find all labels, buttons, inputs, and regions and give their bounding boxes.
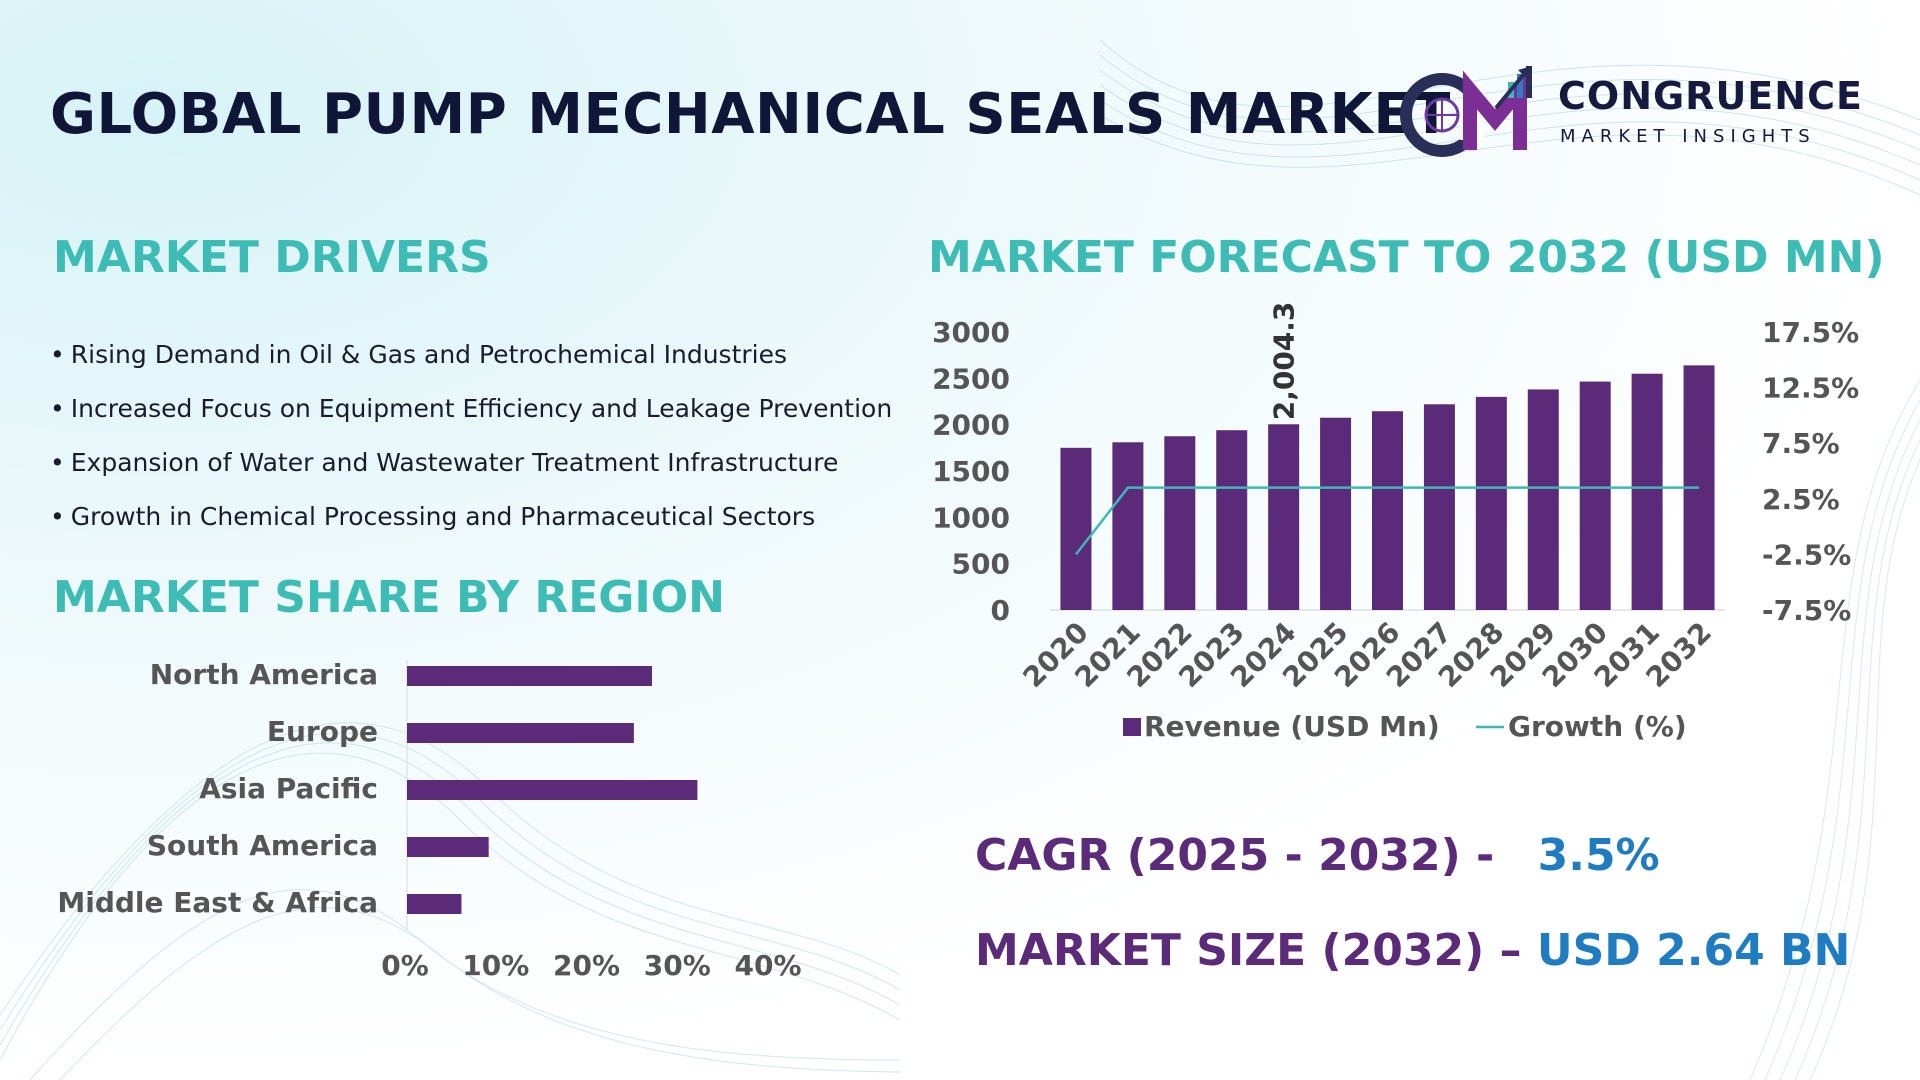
company-logo: CONGRUENCE MARKET INSIGHTS [1400, 60, 1870, 160]
region-bar [407, 780, 698, 800]
revenue-bar [1112, 442, 1144, 610]
region-bar [407, 837, 489, 857]
driver-item: • Growth in Chemical Processing and Pharm… [50, 502, 816, 531]
page-title: GLOBAL PUMP MECHANICAL SEALS MARKET [50, 82, 1451, 147]
revenue-bar [1320, 417, 1352, 610]
category-label: South America [147, 829, 378, 862]
data-label: 2,004.3 [1268, 302, 1301, 421]
forecast-chart: 3000 2500 2000 1500 1000 500 0 17.5% 12.5% 7.5% 2.… [932, 302, 1859, 743]
region-bar [407, 894, 462, 914]
y2-tick-label: -7.5% [1762, 594, 1851, 627]
revenue-bar [1631, 373, 1663, 610]
y-tick-label: 1500 [932, 455, 1010, 488]
logo-mark-icon [1400, 66, 1532, 157]
revenue-bar [1372, 411, 1403, 610]
category-label: Middle East & Africa [57, 886, 378, 919]
market-size-label: MARKET SIZE (2032) – [975, 925, 1522, 976]
x-tick-label: 40% [734, 949, 801, 982]
y-tick-label: 2500 [932, 362, 1010, 395]
logo-tagline: MARKET INSIGHTS [1560, 126, 1816, 147]
revenue-bar [1216, 430, 1248, 610]
category-label: Europe [267, 715, 378, 748]
y2-tick-label: 2.5% [1762, 483, 1840, 516]
y-tick-label: 1000 [932, 501, 1010, 534]
driver-item: • Increased Focus on Equipment Efficiency… [50, 394, 893, 423]
forecast-title: MARKET FORECAST TO 2032 (USD MN) [928, 232, 1885, 283]
cagr-stat: CAGR (2025 - 2032) - 3.5% [975, 830, 1660, 881]
revenue-bar [1527, 389, 1559, 610]
revenue-bar [1475, 396, 1507, 610]
y-tick-label: 500 [952, 548, 1010, 581]
x-tick-label: 30% [644, 949, 711, 982]
market-size-value: USD 2.64 BN [1536, 925, 1851, 976]
y2-tick-label: 17.5% [1762, 316, 1859, 349]
region-bar [407, 666, 653, 686]
category-label: Asia Pacific [199, 772, 378, 805]
market-drivers-title: MARKET DRIVERS [53, 232, 491, 283]
y2-tick-label: 12.5% [1762, 372, 1859, 405]
y-tick-label: 3000 [932, 316, 1010, 349]
y2-tick-label: -2.5% [1762, 538, 1851, 571]
y2-tick-label: 7.5% [1762, 427, 1840, 460]
x-tick-label: 10% [462, 949, 529, 982]
growth-line [1074, 486, 1700, 556]
market-size-stat: MARKET SIZE (2032) – USD 2.64 BN [975, 925, 1850, 976]
revenue-bar [1423, 404, 1455, 610]
logo-name: CONGRUENCE [1558, 74, 1863, 118]
region-share-title: MARKET SHARE BY REGION [53, 572, 725, 623]
category-label: North America [150, 658, 378, 691]
revenue-bar [1579, 381, 1611, 610]
drivers-list: • Rising Demand in Oil & Gas and Petroche… [50, 335, 892, 551]
region-bar [407, 723, 634, 743]
driver-item: • Rising Demand in Oil & Gas and Petroche… [50, 340, 788, 369]
y-tick-label: 2000 [932, 409, 1010, 442]
revenue-bar [1164, 436, 1196, 610]
cagr-label: CAGR (2025 - 2032) - [975, 830, 1495, 881]
x-tick-label: 0% [381, 949, 429, 982]
revenue-bar [1268, 424, 1300, 610]
region-share-chart: North America Europe Asia Pacific South Ame… [57, 658, 801, 982]
legend-swatch-revenue [1123, 718, 1141, 736]
y-tick-label: 0 [991, 594, 1010, 627]
legend-label-growth: Growth (%) [1508, 710, 1687, 743]
cagr-value: 3.5% [1537, 830, 1660, 881]
legend-label-revenue: Revenue (USD Mn) [1144, 710, 1440, 743]
revenue-bar [1060, 447, 1092, 610]
x-tick-label: 20% [553, 949, 620, 982]
driver-item: • Expansion of Water and Wastewater Treat… [50, 448, 839, 477]
